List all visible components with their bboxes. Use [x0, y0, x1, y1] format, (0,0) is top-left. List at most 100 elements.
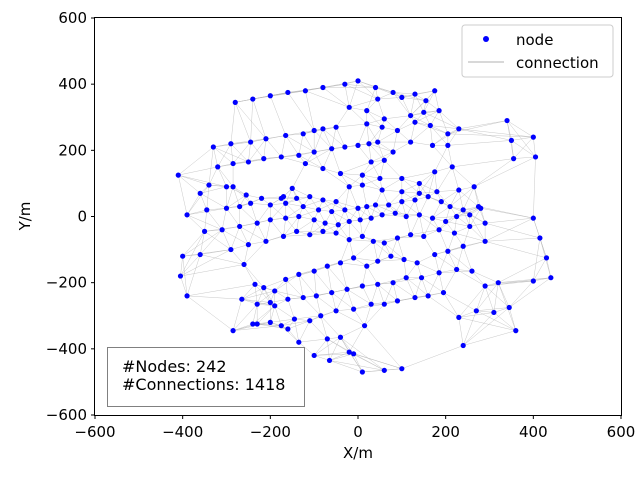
connection-line [423, 229, 440, 237]
node-point [429, 215, 436, 221]
connection-line [392, 130, 398, 153]
connection-line [283, 234, 310, 237]
node-point [344, 286, 350, 292]
node-point [364, 203, 370, 210]
connection-line [270, 298, 288, 303]
connection-line [221, 229, 249, 245]
connection-line [182, 256, 188, 296]
node-point [342, 207, 348, 213]
node-point [315, 207, 322, 213]
connection-line [410, 100, 427, 116]
x-axis-label: X/m [343, 444, 373, 462]
node-point [355, 205, 361, 211]
connection-line [285, 133, 304, 136]
node-point [228, 141, 234, 147]
connection-line [256, 204, 271, 224]
connection-line [303, 126, 337, 135]
connection-line [362, 218, 372, 237]
node-point [359, 283, 365, 289]
connection-line [357, 80, 378, 100]
connection-line [250, 203, 271, 206]
node-point [460, 342, 466, 349]
node-point [375, 258, 381, 264]
connection-line [344, 209, 361, 221]
connection-line [401, 183, 420, 192]
node-point [280, 194, 287, 200]
node-point [390, 149, 396, 155]
connection-line [401, 201, 420, 216]
node-point [333, 124, 339, 130]
connection-line [463, 330, 516, 346]
connection-line [410, 125, 431, 143]
connection-line [257, 323, 288, 330]
connection-line [546, 257, 552, 278]
connection-line [447, 133, 534, 138]
info-box: #Nodes: 242 #Connections: 1418 [107, 347, 305, 407]
connection-line [362, 161, 372, 176]
connection-line [498, 257, 547, 283]
node-point [248, 139, 254, 145]
connection-line [462, 186, 475, 210]
connection-line [447, 246, 464, 252]
connection-line [232, 323, 253, 331]
connection-line [281, 135, 286, 157]
node-point [351, 306, 357, 312]
connection-line [241, 298, 271, 303]
connection-line [329, 360, 363, 373]
connection-line [292, 188, 310, 197]
connection-line [349, 98, 378, 108]
connection-line [241, 287, 264, 300]
connection-line [362, 266, 368, 287]
connection-line [377, 92, 394, 100]
connection-line [186, 193, 201, 215]
connection-line [474, 156, 536, 187]
connection-line [397, 130, 411, 143]
node-point [399, 94, 405, 100]
connection-line [375, 87, 402, 98]
connection-line [364, 325, 403, 369]
connection-line [484, 285, 510, 308]
node-point [296, 213, 302, 220]
node-point [445, 142, 451, 148]
connection-line [384, 115, 411, 120]
connection-line [509, 280, 534, 308]
node-point [390, 89, 396, 96]
connection-line [349, 107, 367, 125]
info-box-frame [107, 347, 305, 407]
node-point [307, 318, 313, 324]
connection-line [178, 146, 214, 176]
connection-line [454, 232, 464, 247]
connection-line [344, 83, 376, 88]
connection-line [314, 337, 341, 356]
connection-line [235, 102, 251, 143]
connection-line [370, 161, 381, 179]
connection-line [414, 121, 431, 126]
connection-line [438, 110, 449, 134]
connection-line [287, 299, 295, 320]
x-tick-label: 0 [353, 423, 363, 441]
y-tick-label: 0 [77, 208, 87, 226]
connection-line [419, 171, 435, 194]
connection-line [438, 216, 457, 230]
connection-line [204, 231, 232, 250]
connection-line [381, 189, 389, 206]
connection-line [305, 148, 332, 164]
node-point [230, 328, 236, 334]
connection-line [439, 229, 455, 234]
connection-line [438, 251, 449, 273]
connection-line [217, 143, 232, 167]
node-point [230, 184, 236, 190]
node-point [421, 109, 427, 115]
connection-line [533, 237, 541, 282]
connection-line [362, 174, 383, 191]
node-point [289, 185, 295, 191]
node-point [467, 223, 473, 230]
connection-line [265, 219, 271, 242]
connection-line [401, 97, 426, 101]
connection-line [232, 141, 251, 164]
connection-line [452, 158, 514, 168]
connection-line [377, 141, 385, 161]
connection-line [314, 353, 354, 356]
connection-line [436, 191, 451, 207]
node-point [267, 299, 273, 306]
